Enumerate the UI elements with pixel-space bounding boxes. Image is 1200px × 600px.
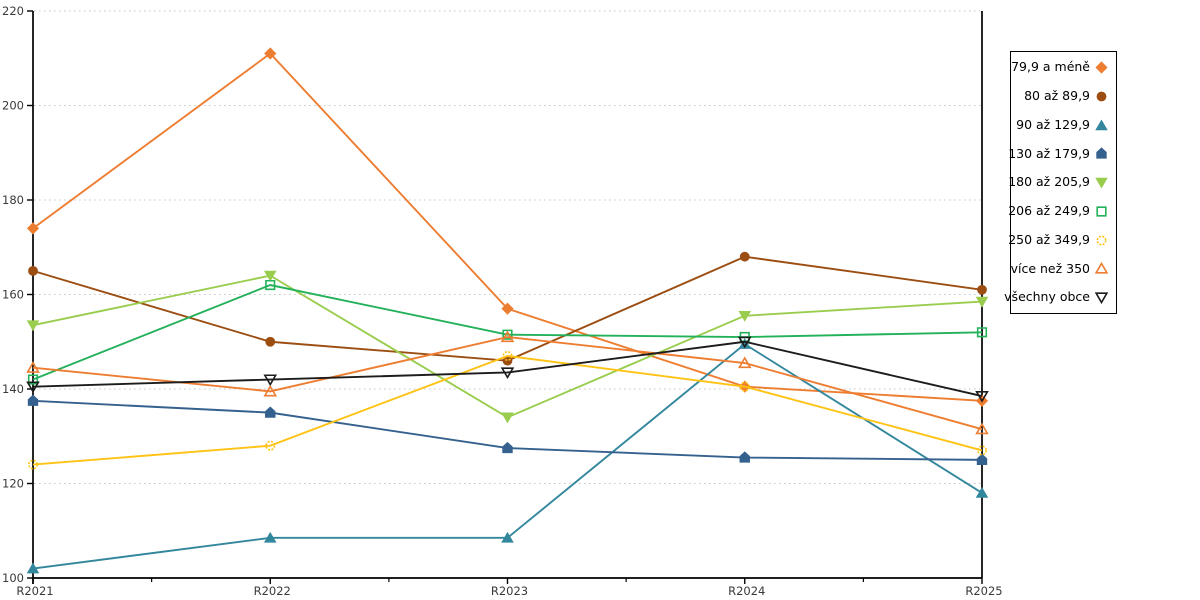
series-marker [27, 459, 38, 470]
y-axis-tick-label: 180 [2, 193, 24, 207]
series-marker [501, 412, 514, 424]
x-axis-tick-label: R2023 [491, 584, 528, 598]
series-marker [501, 302, 514, 315]
series-5 [27, 279, 988, 385]
legend-label: 206 až 249,9 [1008, 203, 1090, 218]
legend-label: všechny obce [1004, 289, 1090, 305]
y-axis-tick-label: 160 [2, 288, 24, 302]
series-0 [26, 47, 989, 407]
legend-item: 180 až 205,9 [1008, 174, 1116, 190]
x-axis-tick-label: R2025 [965, 584, 1002, 598]
series-6 [27, 350, 987, 470]
y-axis-tick-label: 140 [2, 382, 24, 396]
legend-label: 130 až 179,9 [1008, 145, 1090, 161]
legend-item: 206 až 249,9 [1008, 203, 1116, 218]
legend-label: 79,9 a méně [1011, 59, 1090, 75]
series-marker [26, 320, 40, 332]
y-axis-tick-label: 220 [2, 4, 24, 18]
series-marker [263, 270, 277, 282]
legend-marker-pentagon-icon [1096, 147, 1107, 159]
x-axis-tick-label: R2022 [254, 584, 291, 598]
series-marker [976, 453, 988, 465]
series-marker [737, 356, 752, 369]
series-1 [28, 251, 987, 366]
series-marker [26, 222, 40, 235]
series-marker [737, 336, 752, 349]
series-marker [739, 251, 750, 262]
series-marker [27, 394, 39, 406]
series-marker [975, 390, 989, 403]
series-marker [26, 562, 40, 574]
series-marker [739, 381, 750, 392]
series-marker [264, 47, 277, 60]
legend-marker-triangle-up-icon [1095, 119, 1108, 130]
series-marker [502, 350, 513, 361]
series-7 [26, 330, 989, 435]
legend-marker-triangle-down-icon [1095, 292, 1108, 304]
chart-legend: 79,9 a méně 80 až 89,9 90 až 129,9 130 až 1… [1004, 51, 1117, 314]
series-marker [26, 381, 40, 394]
series-marker [975, 296, 989, 308]
series-marker [28, 265, 38, 276]
series-8 [26, 336, 989, 403]
legend-label: 80 až 89,9 [1024, 88, 1090, 103]
series-line [32, 336, 983, 431]
legend-label: 90 až 129,9 [1016, 116, 1090, 132]
series-marker [501, 531, 514, 543]
series-marker [739, 451, 750, 463]
series-line [32, 340, 983, 398]
series-marker [977, 284, 987, 295]
series-3 [27, 394, 988, 465]
series-marker [26, 361, 40, 373]
series-marker [976, 327, 988, 338]
series-marker [738, 310, 752, 322]
legend-item: více než 350 [1011, 262, 1116, 275]
legend-item: 250 až 349,9 [1008, 231, 1116, 247]
series-marker [738, 338, 752, 349]
legend-marker-diamond-icon [1095, 61, 1108, 74]
y-axis-tick-label: 120 [2, 477, 24, 491]
series-marker [500, 330, 515, 343]
series-marker [976, 445, 987, 456]
legend-item: 130 až 179,9 [1008, 145, 1116, 161]
series-marker [975, 486, 989, 498]
legend-item: 80 až 89,9 [1011, 88, 1116, 103]
series-marker [265, 279, 276, 291]
x-axis-tick-label: R2021 [16, 584, 53, 598]
series-line [32, 284, 983, 381]
x-axis-tick-label: R2024 [728, 584, 765, 598]
legend-marker-circle-icon [1096, 235, 1107, 245]
y-axis-tick-label: 100 [2, 571, 24, 585]
series-marker [265, 406, 276, 418]
series-marker [263, 374, 278, 387]
series-marker [975, 422, 989, 435]
series-marker [500, 367, 515, 380]
series-marker [265, 440, 276, 451]
series-marker [265, 336, 276, 347]
series-2 [26, 338, 989, 574]
legend-label: 180 až 205,9 [1008, 174, 1090, 190]
legend-label: 250 až 349,9 [1008, 231, 1090, 247]
legend-marker-square-icon [1096, 206, 1107, 217]
legend-marker-triangle-up-icon [1095, 262, 1108, 274]
legend-label: více než 350 [1010, 260, 1090, 276]
series-marker [263, 384, 278, 397]
series-marker [502, 441, 513, 454]
legend-item: všechny obce [1004, 291, 1116, 304]
legend-item: 90 až 129,9 [1011, 116, 1116, 132]
y-axis-tick-label: 200 [2, 99, 24, 113]
series-line [32, 274, 983, 419]
legend-item: 79,9 a méně [1011, 61, 1116, 74]
series-marker [263, 531, 277, 543]
series-4 [26, 270, 989, 424]
legend-marker-circle-icon [1096, 91, 1107, 102]
series-line [32, 354, 983, 466]
legend-marker-triangle-down-icon [1095, 177, 1108, 189]
